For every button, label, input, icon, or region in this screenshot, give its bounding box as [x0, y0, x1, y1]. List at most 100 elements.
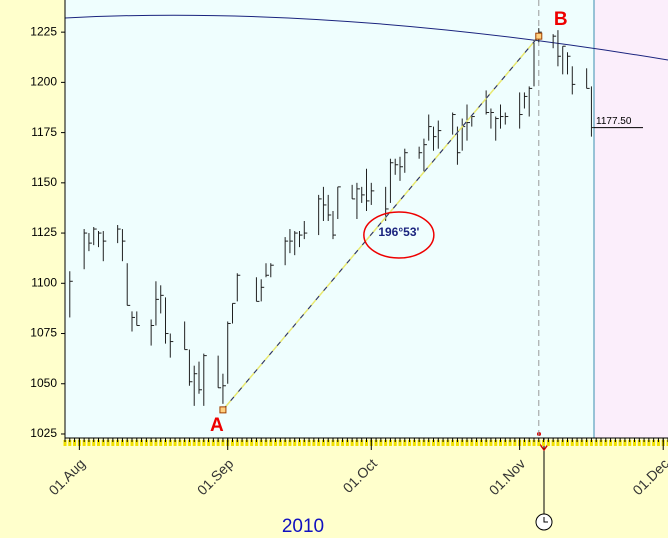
y-tick-label: 1225 [30, 24, 57, 38]
minor-tick [283, 440, 287, 446]
angle-label: 196°53' [378, 225, 419, 239]
minor-tick [101, 440, 105, 446]
minor-tick [628, 440, 632, 446]
minor-tick [135, 440, 139, 446]
minor-tick [460, 440, 464, 446]
minor-tick [441, 440, 445, 446]
minor-tick [355, 440, 359, 446]
minor-tick [522, 440, 526, 446]
angle-ellipse [363, 211, 435, 259]
minor-tick [97, 440, 100, 446]
y-tick-label: 1175 [31, 125, 57, 139]
minor-tick [92, 440, 96, 446]
minor-tick [307, 440, 311, 446]
minor-tick [164, 440, 167, 446]
minor-tick [609, 440, 613, 446]
minor-tick [494, 440, 498, 446]
y-tick-label: 1050 [30, 376, 57, 390]
minor-tick [436, 440, 440, 446]
minor-tick [417, 440, 421, 446]
minor-tick [240, 440, 244, 446]
minor-tick [503, 440, 507, 446]
y-tick-label: 1200 [30, 75, 57, 89]
minor-tick [637, 440, 641, 446]
minor-tick [149, 440, 153, 446]
minor-tick [197, 440, 201, 446]
minor-tick [618, 440, 622, 446]
minor-tick [274, 440, 278, 446]
minor-tick [350, 440, 354, 446]
minor-tick [393, 440, 397, 446]
minor-tick [599, 440, 603, 446]
minor-tick [216, 440, 220, 446]
year-label: 2010 [282, 516, 324, 537]
minor-tick [130, 440, 134, 446]
minor-tick [302, 440, 306, 446]
minor-tick [293, 440, 297, 446]
minor-tick [235, 440, 239, 446]
minor-tick [178, 440, 182, 446]
minor-tick [527, 440, 531, 446]
minor-tick [432, 440, 435, 446]
minor-tick [298, 440, 301, 446]
minor-tick [269, 440, 273, 446]
minor-tick [87, 440, 91, 446]
minor-tick [613, 440, 617, 446]
minor-tick [570, 440, 574, 446]
minor-tick [264, 440, 268, 446]
minor-tick [666, 440, 668, 446]
minor-tick [159, 440, 163, 446]
minor-tick [211, 440, 215, 446]
minor-tick [489, 440, 493, 446]
minor-tick [192, 440, 196, 446]
minor-tick [422, 440, 426, 446]
arc [64, 14, 668, 61]
minor-tick [537, 440, 541, 446]
point-a [219, 406, 227, 414]
future-area [594, 0, 668, 438]
minor-tick [451, 440, 455, 446]
minor-tick [183, 440, 187, 446]
minor-tick [427, 440, 431, 446]
minor-tick [374, 440, 378, 446]
minor-tick [106, 440, 110, 446]
minor-tick [556, 440, 560, 446]
minor-tick [575, 440, 579, 446]
plot-area [65, 0, 594, 438]
minor-tick [288, 440, 292, 446]
minor-tick [250, 440, 254, 446]
point-a-label: A [210, 415, 224, 436]
minor-tick [589, 440, 593, 446]
minor-tick [465, 440, 469, 446]
minor-tick [173, 440, 177, 446]
minor-tick [508, 440, 512, 446]
minor-tick [585, 440, 589, 446]
minor-tick [144, 440, 148, 446]
minor-tick [187, 440, 191, 446]
minor-tick [245, 440, 249, 446]
minor-tick [604, 440, 608, 446]
minor-tick [73, 440, 77, 446]
minor-tick [326, 440, 330, 446]
minor-tick [499, 440, 502, 446]
minor-tick [379, 440, 383, 446]
minor-tick [475, 440, 479, 446]
minor-tick [542, 440, 546, 446]
minor-tick [403, 440, 407, 446]
minor-tick [154, 440, 158, 446]
y-tick-label: 1075 [30, 326, 57, 340]
minor-tick [546, 440, 550, 446]
minor-tick [331, 440, 335, 446]
minor-tick [365, 440, 368, 446]
minor-tick [594, 440, 598, 446]
y-tick-label: 1150 [31, 175, 57, 189]
minor-tick [642, 440, 646, 446]
minor-tick [412, 440, 416, 446]
last-price-label: 1177.50 [596, 116, 632, 127]
minor-tick [221, 440, 225, 446]
minor-tick [384, 440, 388, 446]
minor-tick [168, 440, 172, 446]
minor-tick [207, 440, 211, 446]
minor-tick [321, 440, 325, 446]
minor-tick [336, 440, 340, 446]
